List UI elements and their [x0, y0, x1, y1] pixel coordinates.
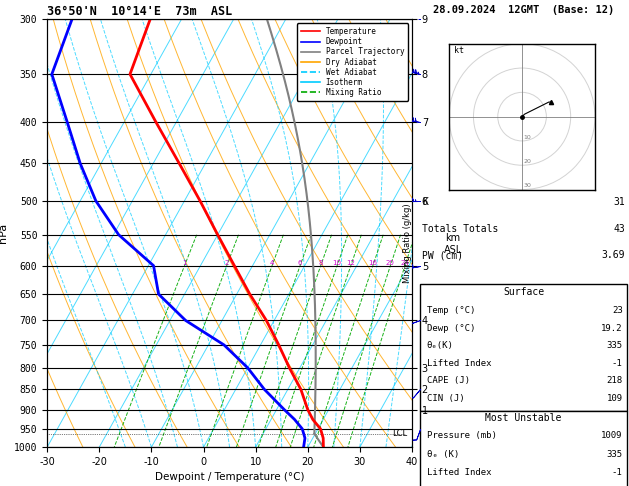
Y-axis label: km
ASL: km ASL — [444, 233, 462, 255]
Text: Most Unstable: Most Unstable — [486, 413, 562, 423]
Text: 1009: 1009 — [601, 431, 623, 440]
Text: 2: 2 — [225, 260, 229, 266]
Text: PW (cm): PW (cm) — [423, 250, 464, 260]
Text: K: K — [423, 197, 428, 207]
Legend: Temperature, Dewpoint, Parcel Trajectory, Dry Adiabat, Wet Adiabat, Isotherm, Mi: Temperature, Dewpoint, Parcel Trajectory… — [297, 23, 408, 101]
Text: 20: 20 — [386, 260, 395, 266]
Text: Lifted Index: Lifted Index — [426, 468, 491, 477]
Text: Dewp (°C): Dewp (°C) — [426, 324, 475, 333]
Text: -1: -1 — [612, 359, 623, 368]
Text: 16: 16 — [369, 260, 377, 266]
Text: 19.2: 19.2 — [601, 324, 623, 333]
Text: 31: 31 — [613, 197, 625, 207]
Text: 10: 10 — [333, 260, 342, 266]
Text: 1: 1 — [182, 260, 187, 266]
Text: Totals Totals: Totals Totals — [423, 224, 499, 234]
Text: Mixing Ratio (g/kg): Mixing Ratio (g/kg) — [403, 203, 412, 283]
Text: kt: kt — [454, 47, 464, 55]
Text: 24: 24 — [401, 260, 409, 266]
Text: 6: 6 — [298, 260, 303, 266]
Text: 109: 109 — [606, 394, 623, 403]
Text: Pressure (mb): Pressure (mb) — [426, 431, 496, 440]
Text: Lifted Index: Lifted Index — [426, 359, 491, 368]
Text: 10: 10 — [523, 135, 531, 139]
X-axis label: Dewpoint / Temperature (°C): Dewpoint / Temperature (°C) — [155, 472, 304, 483]
Text: 28.09.2024  12GMT  (Base: 12): 28.09.2024 12GMT (Base: 12) — [433, 5, 615, 15]
Text: 36°50'N  10°14'E  73m  ASL: 36°50'N 10°14'E 73m ASL — [47, 5, 233, 18]
Text: 4: 4 — [270, 260, 274, 266]
Text: 20: 20 — [523, 159, 531, 164]
Text: 335: 335 — [606, 341, 623, 350]
Text: 8: 8 — [318, 260, 323, 266]
Y-axis label: hPa: hPa — [0, 223, 8, 243]
Text: 218: 218 — [606, 376, 623, 385]
Text: θₑ(K): θₑ(K) — [426, 341, 454, 350]
Text: 3.69: 3.69 — [601, 250, 625, 260]
Text: CAPE (J): CAPE (J) — [426, 376, 470, 385]
Text: LCL: LCL — [392, 429, 407, 438]
Text: 23: 23 — [612, 306, 623, 315]
Text: 30: 30 — [523, 183, 531, 188]
Text: 335: 335 — [606, 450, 623, 459]
Text: θₑ (K): θₑ (K) — [426, 450, 459, 459]
Text: Surface: Surface — [503, 287, 544, 297]
Text: CIN (J): CIN (J) — [426, 394, 464, 403]
Text: 12: 12 — [347, 260, 355, 266]
Text: -1: -1 — [612, 468, 623, 477]
Text: 43: 43 — [613, 224, 625, 234]
Text: Temp (°C): Temp (°C) — [426, 306, 475, 315]
Bar — [420, 411, 627, 486]
Bar — [420, 284, 627, 411]
